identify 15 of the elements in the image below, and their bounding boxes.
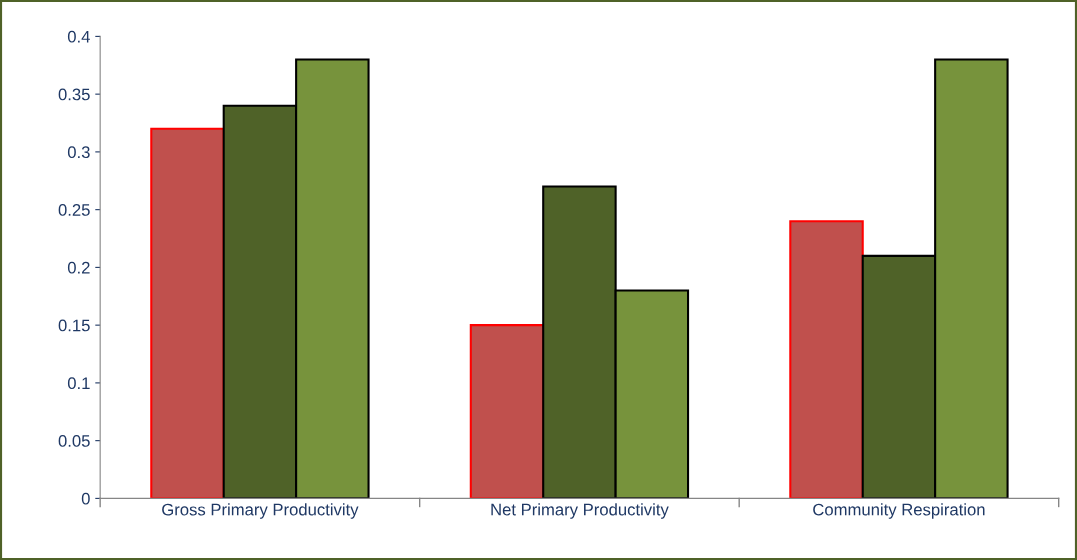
y-tick-label: 0.15 [58,319,90,332]
x-tick-label: Net Primary Productivity [491,503,669,519]
bar [150,127,225,499]
y-tick-label: 0.3 [67,146,90,159]
y-tick-label: 0.25 [58,204,90,216]
bar [789,220,864,499]
x-tick-label: Gross Primary Productivity [162,503,359,519]
y-tick-label: 0.2 [67,261,90,274]
x-tick-label: Community Respiration [813,503,985,519]
y-tick-label: 0.35 [58,88,90,101]
y-tick-label: 0.4 [67,30,90,43]
bar [469,324,545,499]
y-tick-label: 0.05 [58,435,90,447]
y-tick-label: 0.1 [67,377,90,390]
y-tick-label: 0 [81,492,90,505]
